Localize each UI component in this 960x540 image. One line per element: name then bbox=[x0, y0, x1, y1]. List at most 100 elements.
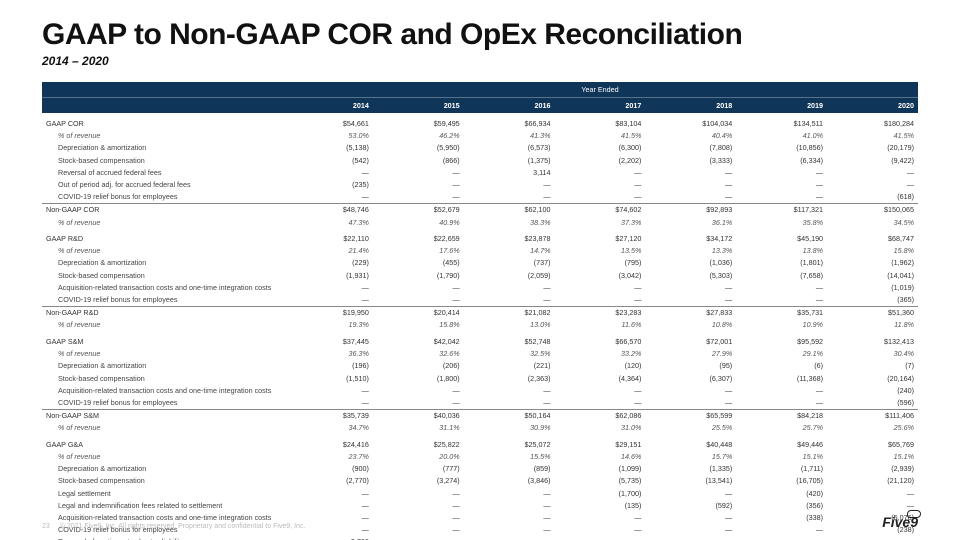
cell: $134,511 bbox=[736, 113, 827, 130]
row-label: Reversal of contingent sales tax liabili… bbox=[42, 536, 282, 540]
cell: $27,120 bbox=[555, 228, 646, 245]
cell: (1,335) bbox=[645, 463, 736, 475]
page-title: GAAP to Non-GAAP COR and OpEx Reconcilia… bbox=[42, 18, 918, 52]
row-label: COVID-19 relief bonus for employees bbox=[42, 191, 282, 204]
cell: 14.7% bbox=[464, 245, 555, 257]
cell: 41.5% bbox=[827, 130, 918, 142]
row-label: Out of period adj. for accrued federal f… bbox=[42, 178, 282, 190]
table-row: Non-GAAP COR$48,746$52,679$62,100$74,602… bbox=[42, 203, 918, 216]
cell: — bbox=[555, 191, 646, 204]
row-label: GAAP S&M bbox=[42, 331, 282, 348]
cell: — bbox=[736, 178, 827, 190]
cell: 13.0% bbox=[464, 319, 555, 331]
cell: — bbox=[645, 293, 736, 306]
cell: $104,034 bbox=[645, 113, 736, 130]
cell: — bbox=[645, 511, 736, 523]
cell: (1,711) bbox=[736, 463, 827, 475]
cell: — bbox=[373, 524, 464, 536]
cell: $72,001 bbox=[645, 331, 736, 348]
table-row: Acquisition-related transaction costs an… bbox=[42, 281, 918, 293]
cell: 37.3% bbox=[555, 216, 646, 228]
cell: $66,570 bbox=[555, 331, 646, 348]
cell: $37,445 bbox=[282, 331, 373, 348]
table-row: Depreciation & amortization(196)(206)(22… bbox=[42, 360, 918, 372]
cell: (596) bbox=[827, 396, 918, 409]
cell: (1,962) bbox=[827, 257, 918, 269]
cell: (338) bbox=[736, 511, 827, 523]
cell: — bbox=[282, 166, 373, 178]
cell: 2,766 bbox=[282, 536, 373, 540]
cell: 11.8% bbox=[827, 319, 918, 331]
table-row: GAAP S&M$37,445$42,042$52,748$66,570$72,… bbox=[42, 331, 918, 348]
page-subtitle: 2014 – 2020 bbox=[42, 54, 918, 68]
cell: — bbox=[555, 511, 646, 523]
row-label: Depreciation & amortization bbox=[42, 142, 282, 154]
table-row: Legal settlement———(1,700)—(420)— bbox=[42, 487, 918, 499]
cell: 30.4% bbox=[827, 348, 918, 360]
row-label: % of revenue bbox=[42, 319, 282, 331]
cell: 34.7% bbox=[282, 422, 373, 434]
row-label: Stock-based compensation bbox=[42, 269, 282, 281]
cell: — bbox=[282, 281, 373, 293]
cell: (2,939) bbox=[827, 463, 918, 475]
cell: (6,334) bbox=[736, 154, 827, 166]
cell: — bbox=[555, 166, 646, 178]
cell: 15.5% bbox=[464, 451, 555, 463]
cell: 38.3% bbox=[464, 216, 555, 228]
cell: — bbox=[645, 396, 736, 409]
cell: (120) bbox=[555, 360, 646, 372]
cell: $95,592 bbox=[736, 331, 827, 348]
year-header: 2018 bbox=[645, 98, 736, 114]
table-row: % of revenue19.3%15.8%13.0%11.6%10.8%10.… bbox=[42, 319, 918, 331]
cell: (2,363) bbox=[464, 372, 555, 384]
cell: 32.6% bbox=[373, 348, 464, 360]
cell: 46.2% bbox=[373, 130, 464, 142]
cell: (9,422) bbox=[827, 154, 918, 166]
row-label: Legal and indemnification fees related t… bbox=[42, 499, 282, 511]
row-label: Depreciation & amortization bbox=[42, 360, 282, 372]
cell: $22,659 bbox=[373, 228, 464, 245]
cell: $74,602 bbox=[555, 203, 646, 216]
cell: — bbox=[464, 487, 555, 499]
cell: 29.1% bbox=[736, 348, 827, 360]
cell: 40.9% bbox=[373, 216, 464, 228]
cell: (1,700) bbox=[555, 487, 646, 499]
cell: (240) bbox=[827, 384, 918, 396]
cell: (7,808) bbox=[645, 142, 736, 154]
cell: $23,878 bbox=[464, 228, 555, 245]
table-row: GAAP G&A$24,416$25,822$25,072$29,151$40,… bbox=[42, 434, 918, 451]
row-label: Depreciation & amortization bbox=[42, 257, 282, 269]
page-number: 23 bbox=[42, 523, 50, 530]
cell: (795) bbox=[555, 257, 646, 269]
cell: (777) bbox=[373, 463, 464, 475]
cell: — bbox=[464, 524, 555, 536]
cell: 41.3% bbox=[464, 130, 555, 142]
cell: — bbox=[464, 499, 555, 511]
cell: 14.6% bbox=[555, 451, 646, 463]
cell: 31.0% bbox=[555, 422, 646, 434]
table-row: COVID-19 relief bonus for employees—————… bbox=[42, 191, 918, 204]
cell: — bbox=[464, 281, 555, 293]
row-label: % of revenue bbox=[42, 245, 282, 257]
cell: — bbox=[555, 536, 646, 540]
cell: (20,179) bbox=[827, 142, 918, 154]
cell: $19,950 bbox=[282, 306, 373, 319]
table-super-header: Year Ended bbox=[42, 82, 918, 98]
row-label: GAAP COR bbox=[42, 113, 282, 130]
cell: $52,679 bbox=[373, 203, 464, 216]
row-label: Stock-based compensation bbox=[42, 475, 282, 487]
cell: (2,202) bbox=[555, 154, 646, 166]
copyright: © 2021 Five9, Inc. All rights reserved. … bbox=[60, 523, 306, 530]
cell: $62,086 bbox=[555, 409, 646, 422]
cell: (3,274) bbox=[373, 475, 464, 487]
cell: 10.9% bbox=[736, 319, 827, 331]
cell: — bbox=[645, 281, 736, 293]
row-label: Legal settlement bbox=[42, 487, 282, 499]
cell: — bbox=[282, 511, 373, 523]
cell: (1,931) bbox=[282, 269, 373, 281]
table-row: Stock-based compensation(1,931)(1,790)(2… bbox=[42, 269, 918, 281]
cell: — bbox=[645, 178, 736, 190]
table-row: % of revenue47.3%40.9%38.3%37.3%36.1%35.… bbox=[42, 216, 918, 228]
year-header: 2014 bbox=[282, 98, 373, 114]
cell: $150,065 bbox=[827, 203, 918, 216]
